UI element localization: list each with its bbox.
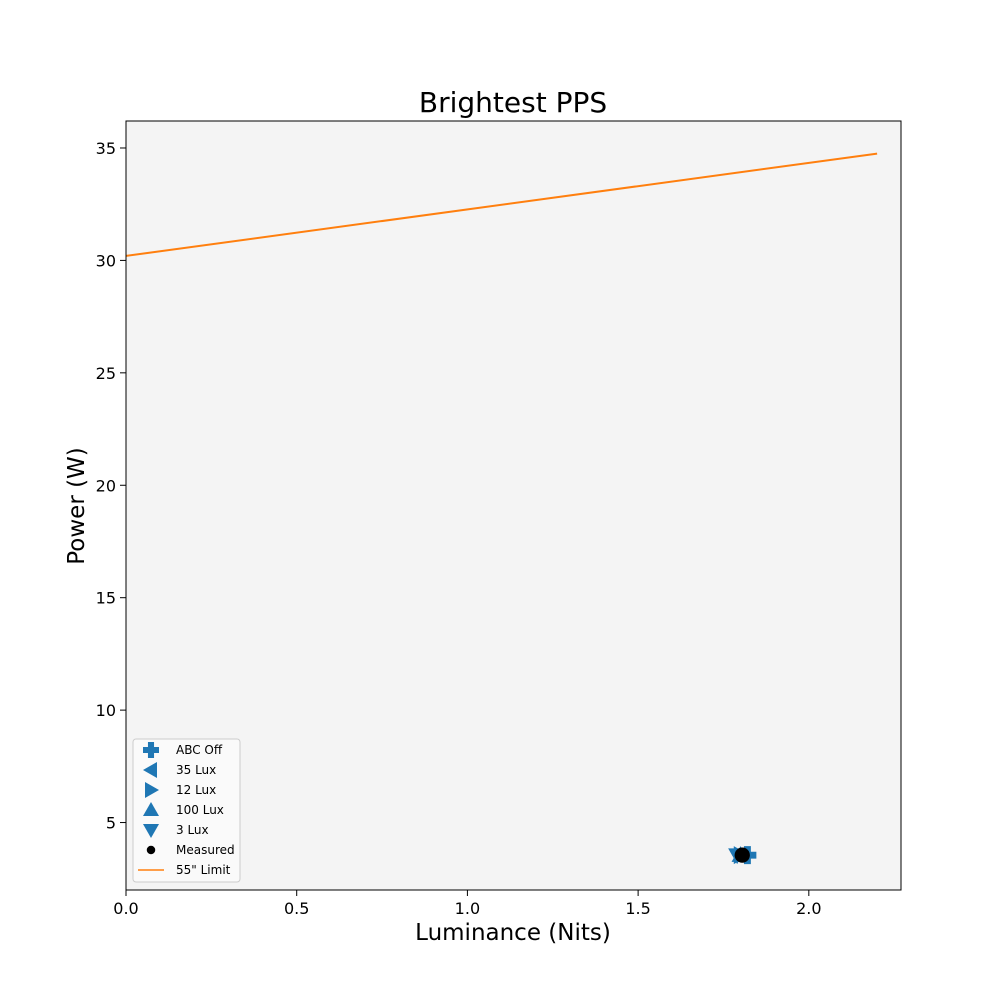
legend-label-55-limit: 55" Limit [176,863,231,877]
x-tick-label: 0.5 [284,899,309,918]
y-axis-label: Power (W) [64,447,90,565]
legend-box [132,738,241,883]
y-tick-label: 30 [96,251,116,270]
legend-swatch-12-lux [145,782,159,798]
x-axis-ticks: 0.0 0.5 1.0 1.5 2.0 [113,890,822,918]
y-tick-label: 10 [96,701,116,720]
plot-frame [125,120,902,891]
x-tick-label: 0.0 [113,899,138,918]
y-tick-label: 35 [96,139,116,158]
chart-title: Brightest PPS [419,86,607,119]
legend-label-100-lux: 100 Lux [176,803,224,817]
y-tick-label: 15 [96,589,116,608]
legend-label-measured: Measured [176,843,235,857]
y-tick-label: 25 [96,364,116,383]
legend-swatch-abc-off [143,742,159,758]
legend-swatch-measured [146,845,156,855]
legend-label-12-lux: 12 Lux [176,783,216,797]
plot-area [126,121,901,890]
y-tick-label: 5 [106,814,116,833]
x-tick-label: 2.0 [796,899,821,918]
legend-swatch-3-lux [143,824,159,838]
legend-swatch-35-lux [143,762,157,778]
legend: ABC Off 35 Lux 12 Lux 100 Lux 3 Lux Measured 5… [132,738,241,883]
legend-label-3-lux: 3 Lux [176,823,209,837]
x-axis-label: Luminance (Nits) [415,920,611,946]
data-point-measured [734,847,750,863]
x-tick-label: 1.5 [625,899,650,918]
y-axis-ticks: 5 10 15 20 25 30 35 [96,139,126,833]
legend-label-abc-off: ABC Off [176,743,223,757]
x-tick-label: 1.0 [455,899,480,918]
series-line-55-limit [125,152,878,257]
legend-label-35-lux: 35 Lux [176,763,216,777]
legend-swatch-100-lux [143,802,159,816]
y-tick-label: 20 [96,476,116,495]
series-layer [125,152,878,865]
